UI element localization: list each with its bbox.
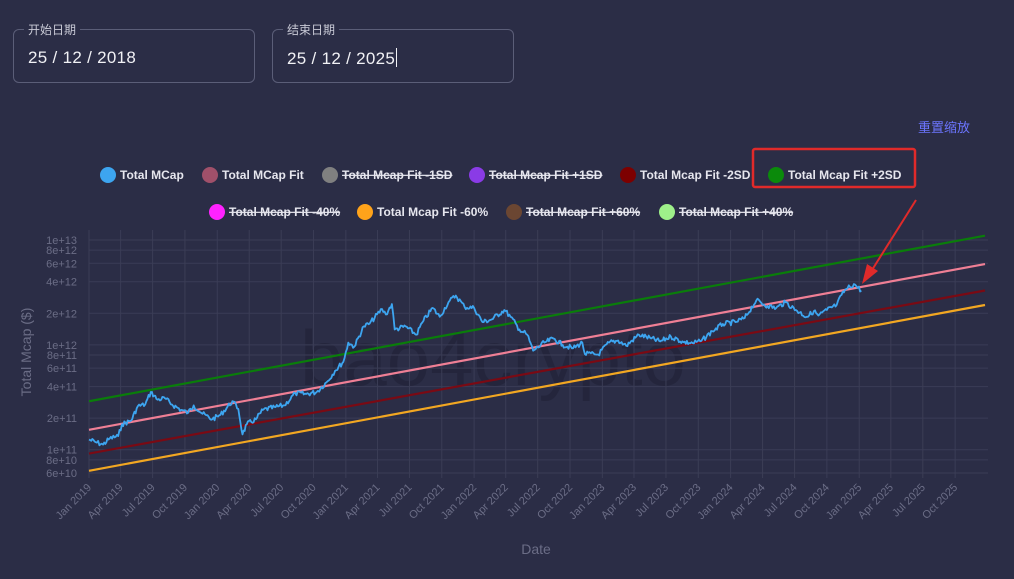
legend-swatch [202, 167, 218, 183]
text-cursor [396, 48, 398, 67]
fit-line [88, 303, 986, 472]
legend-item[interactable]: Total Mcap Fit -60% [357, 204, 488, 220]
y-tick-label: 2e+11 [47, 413, 77, 425]
legend-label: Total Mcap Fit +60% [526, 205, 640, 219]
fit-line [88, 234, 986, 403]
end-date-field[interactable]: 结束日期 25 / 12 / 2025 [272, 21, 514, 83]
y-tick-label: 1e+11 [47, 445, 77, 457]
legend-item[interactable]: Total Mcap Fit +2SD [768, 167, 902, 183]
end-date-value-wrap[interactable]: 25 / 12 / 2025 [287, 48, 398, 69]
annotation-arrow-head [862, 264, 878, 284]
legend-label: Total MCap [120, 168, 184, 182]
end-date-label: 结束日期 [283, 21, 340, 38]
legend-item[interactable]: Total Mcap Fit -40% [209, 204, 340, 220]
x-tick-label: Apr 2021 [343, 482, 383, 522]
annotation-arrow-shaft [871, 199, 917, 271]
x-tick-label: Apr 2020 [214, 482, 254, 522]
legend-label: Total Mcap Fit +1SD [489, 168, 603, 182]
legend-label: Total MCap Fit [222, 168, 304, 182]
y-tick-label: 4e+12 [46, 277, 77, 289]
legend-swatch [659, 204, 675, 220]
x-tick-label: Apr 2019 [86, 482, 126, 522]
x-tick-label: Apr 2022 [471, 482, 511, 522]
y-tick-label: 6e+11 [47, 363, 77, 375]
highlight-box [751, 147, 917, 189]
legend-label: Total Mcap Fit +40% [679, 205, 793, 219]
legend-label: Total Mcap Fit -2SD [640, 168, 751, 182]
legend-swatch [209, 204, 225, 220]
end-date-value[interactable]: 25 / 12 / 2025 [287, 49, 396, 68]
y-axis-title: Total Mcap ($) [18, 308, 34, 397]
chart-legend: Total MCap Total MCap Fit Total Mcap Fit -… [100, 147, 917, 220]
legend-item[interactable]: Total Mcap Fit +1SD [469, 167, 603, 183]
legend-swatch [506, 204, 522, 220]
legend-label: Total Mcap Fit -60% [377, 205, 488, 219]
watermark-text: bao4crypto [300, 314, 686, 402]
legend-label: Total Mcap Fit +2SD [788, 168, 902, 182]
x-tick-label: Apr 2023 [599, 482, 639, 522]
y-tick-label: 6e+10 [46, 468, 77, 480]
y-tick-label: 1e+13 [46, 235, 77, 247]
series-line-total-mcap [88, 283, 862, 447]
y-tick-label: 8e+11 [47, 350, 77, 362]
legend-swatch [100, 167, 116, 183]
reset-zoom-button[interactable]: 重置缩放 [918, 120, 971, 135]
legend-item[interactable]: Total MCap Fit [202, 167, 304, 183]
x-tick-label: Apr 2024 [728, 482, 768, 522]
start-date-label: 开始日期 [24, 21, 81, 38]
legend-item[interactable]: Total Mcap Fit +40% [659, 204, 793, 220]
legend-label: Total Mcap Fit -40% [229, 205, 340, 219]
legend-swatch [620, 167, 636, 183]
legend-item[interactable]: Total Mcap Fit -1SD [322, 167, 453, 183]
y-tick-label: 2e+12 [46, 308, 77, 320]
y-tick-label: 1e+12 [46, 340, 77, 352]
legend-swatch [357, 204, 373, 220]
legend-item[interactable]: Total Mcap Fit +60% [506, 204, 640, 220]
legend-swatch [469, 167, 485, 183]
y-tick-label: 4e+11 [47, 382, 77, 394]
x-axis-title: Date [521, 541, 551, 557]
x-tick-label: Oct 2025 [920, 482, 960, 522]
legend-label: Total Mcap Fit -1SD [342, 168, 453, 182]
legend-item[interactable]: Total MCap [100, 167, 184, 183]
fit-line [88, 289, 986, 455]
x-tick-label: Apr 2025 [856, 482, 896, 522]
legend-swatch [768, 167, 784, 183]
y-tick-label: 8e+12 [46, 245, 77, 257]
start-date-field[interactable]: 开始日期 25 / 12 / 2018 [13, 21, 255, 83]
y-tick-label: 6e+12 [46, 258, 77, 270]
start-date-value[interactable]: 25 / 12 / 2018 [28, 48, 137, 67]
legend-item[interactable]: Total Mcap Fit -2SD [620, 167, 751, 183]
y-tick-label: 8e+10 [46, 455, 77, 467]
legend-swatch [322, 167, 338, 183]
